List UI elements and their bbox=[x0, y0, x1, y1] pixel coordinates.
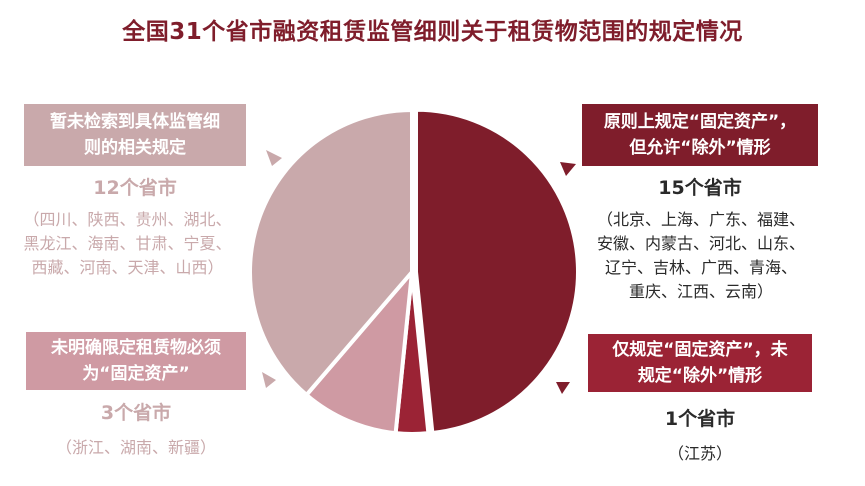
label-box-bottom-left: 未明确限定租赁物必须 为“固定资产” bbox=[26, 332, 246, 390]
label-top-left-line1: 暂未检索到具体监管细 bbox=[50, 112, 220, 132]
list-bottom-left-line1: （浙江、湖南、新疆） bbox=[55, 438, 216, 457]
list-top-right-line1: （北京、上海、广东、福建、 bbox=[596, 210, 805, 229]
list-bottom-left: （浙江、湖南、新疆） bbox=[20, 436, 252, 460]
label-bottom-right-line1: 仅规定“固定资产”，未 bbox=[612, 340, 788, 360]
label-box-top-right: 原则上规定“固定资产”， 但允许“除外”情形 bbox=[582, 104, 818, 166]
label-box-bottom-right: 仅规定“固定资产”，未 规定“除外”情形 bbox=[588, 334, 812, 392]
list-top-left-line3: 西藏、河南、天津、山西） bbox=[31, 258, 224, 277]
count-top-right: 15个省市 bbox=[658, 177, 742, 199]
label-bottom-left-line1: 未明确限定租赁物必须 bbox=[51, 338, 221, 358]
pointer-top-left bbox=[266, 150, 282, 166]
list-top-right-line3: 辽宁、吉林、广西、青海、 bbox=[604, 258, 797, 277]
list-top-right-line4: 重庆、江西、云南） bbox=[628, 282, 773, 301]
chart-title: 全国31个省市融资租赁监管细则关于租赁物范围的规定情况 bbox=[122, 19, 743, 45]
list-bottom-right: （江苏） bbox=[588, 442, 812, 466]
pie-slice-not-found bbox=[248, 108, 414, 397]
list-top-right: （北京、上海、广东、福建、 安徽、内蒙古、河北、山东、 辽宁、吉林、广西、青海、… bbox=[570, 208, 832, 304]
pointer-bottom-right bbox=[556, 382, 570, 394]
label-box-top-left: 暂未检索到具体监管细 则的相关规定 bbox=[24, 104, 246, 166]
count-bottom-left: 3个省市 bbox=[100, 402, 172, 424]
list-top-left: （四川、陕西、贵州、湖北、 黑龙江、海南、甘肃、宁夏、 西藏、河南、天津、山西） bbox=[0, 208, 255, 280]
count-bottom-right: 1个省市 bbox=[664, 408, 736, 430]
pie-slice-allow-exceptions bbox=[413, 107, 580, 435]
list-top-right-line2: 安徽、内蒙古、河北、山东、 bbox=[596, 234, 805, 253]
count-top-left: 12个省市 bbox=[93, 177, 177, 199]
label-top-left-line2: 则的相关规定 bbox=[84, 138, 186, 158]
label-top-right-line1: 原则上规定“固定资产”， bbox=[603, 112, 797, 132]
label-bottom-left-line2: 为“固定资产” bbox=[82, 364, 190, 384]
label-top-right-line2: 但允许“除外”情形 bbox=[629, 138, 771, 158]
label-bottom-right-line2: 规定“除外”情形 bbox=[637, 366, 763, 386]
list-bottom-right-line1: （江苏） bbox=[667, 444, 732, 463]
pointer-top-right bbox=[560, 162, 576, 176]
list-top-left-line1: （四川、陕西、贵州、湖北、 bbox=[23, 210, 232, 229]
pie-slice-not-limited bbox=[304, 270, 414, 436]
pointer-bottom-left bbox=[262, 372, 276, 388]
list-top-left-line2: 黑龙江、海南、甘肃、宁夏、 bbox=[23, 234, 232, 253]
